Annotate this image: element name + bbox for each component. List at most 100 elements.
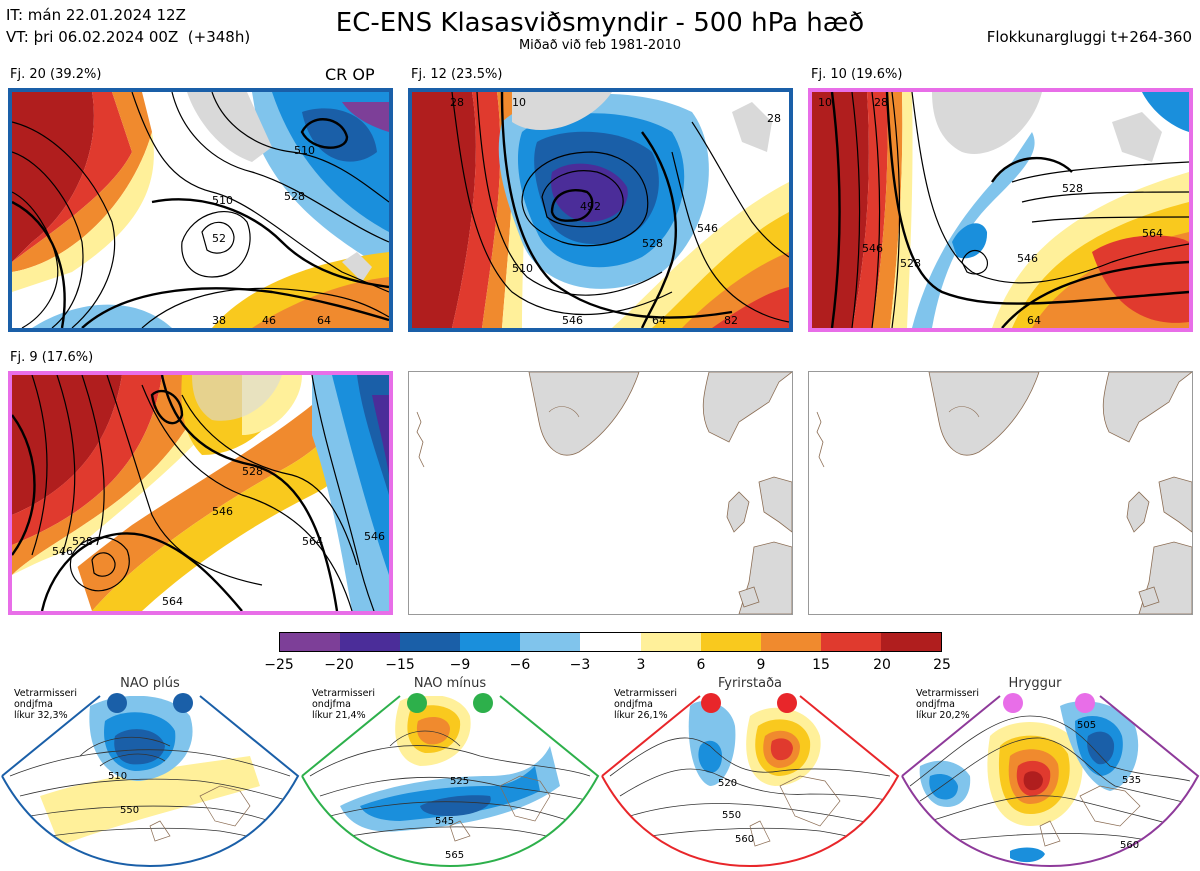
contour-label: 28 bbox=[450, 96, 464, 109]
contour-label: 64 bbox=[317, 314, 331, 327]
regime-title: Hryggur bbox=[1008, 676, 1062, 691]
panel-4-label: Fj. 9 (17.6%) bbox=[10, 350, 94, 365]
colorbar-segment bbox=[820, 633, 881, 651]
regime-stats: Vetrarmisseri ondjfma líkur 20,2% bbox=[916, 688, 979, 721]
colorbar-tick-label: 9 bbox=[756, 657, 766, 673]
contour-label: 528 bbox=[242, 465, 263, 478]
page-subtitle: Miðað við feb 1981-2010 bbox=[518, 38, 682, 53]
regime-stats: Vetrarmisseri ondjfma líkur 32,3% bbox=[14, 688, 77, 721]
panel-3-label: Fj. 10 (19.6%) bbox=[811, 67, 903, 82]
contour-label: 546 bbox=[697, 222, 718, 235]
contour-label: 528 bbox=[900, 257, 921, 270]
contour-label: 546 bbox=[364, 530, 385, 543]
cluster-map-1: 510 510 528 38 46 64 52 bbox=[8, 88, 393, 332]
contour-label: 546 bbox=[1017, 252, 1038, 265]
contour-label: 535 bbox=[1122, 775, 1141, 786]
colorbar-segment bbox=[760, 633, 821, 651]
inset-border bbox=[901, 695, 1200, 868]
contour-label: 510 bbox=[294, 144, 315, 157]
contour-label: 28 bbox=[767, 112, 781, 125]
contour-label: 28 bbox=[874, 96, 888, 109]
contour-label: 564 bbox=[1142, 227, 1163, 240]
colorbar-segment bbox=[580, 633, 641, 651]
inset-border bbox=[601, 695, 900, 868]
contour-label: 46 bbox=[262, 314, 276, 327]
regime-inset-ridge: 505 535 560 Hryggur Vetrarmisseri ondjfm… bbox=[900, 676, 1200, 871]
regime-dot bbox=[1003, 693, 1023, 713]
contour-label: 38 bbox=[212, 314, 226, 327]
regime-inset-nao-minus: 525 545 565 NAO mínus Vetrarmisseri ondj… bbox=[300, 676, 600, 871]
colorbar-tick-label: 6 bbox=[696, 657, 706, 673]
contour-label: 546 bbox=[212, 505, 233, 518]
init-time: IT: mán 22.01.2024 12Z bbox=[6, 6, 186, 24]
colorbar-segment bbox=[460, 633, 521, 651]
contour-label: 10 bbox=[818, 96, 832, 109]
header-info: IT: mán 22.01.2024 12Z VT: þri 06.02.202… bbox=[6, 4, 250, 48]
contour-label: 64 bbox=[1027, 314, 1041, 327]
colorbar-segment bbox=[640, 633, 701, 651]
colorbar-tick-label: −25 bbox=[264, 657, 294, 673]
cluster-map-4: 528 546 528 546 564 564 546 bbox=[8, 371, 393, 615]
panel-1-label: Fj. 20 (39.2%) bbox=[10, 67, 102, 82]
colorbar-tick-label: 20 bbox=[873, 657, 891, 673]
empty-map-6 bbox=[808, 371, 1193, 615]
colorbar-tick-label: 3 bbox=[636, 657, 646, 673]
regime-dot bbox=[777, 693, 797, 713]
contour-label: 550 bbox=[120, 805, 139, 816]
contour-label: 546 bbox=[862, 242, 883, 255]
valid-time: VT: þri 06.02.2024 00Z (+348h) bbox=[6, 28, 251, 46]
contour-label: 546 bbox=[52, 545, 73, 558]
regime-dot bbox=[407, 693, 427, 713]
colorbar-tick-label: −15 bbox=[385, 657, 415, 673]
regime-title: NAO plús bbox=[120, 676, 180, 691]
empty-map-5 bbox=[408, 371, 793, 615]
contour-label: 64 bbox=[652, 314, 666, 327]
contour-label: 550 bbox=[722, 810, 741, 821]
colorbar-tick-label: 25 bbox=[933, 657, 951, 673]
regime-dot bbox=[701, 693, 721, 713]
inset-border bbox=[301, 695, 600, 868]
contour-label: 560 bbox=[1120, 840, 1139, 851]
colorbar-tick-label: −20 bbox=[324, 657, 354, 673]
colorbar bbox=[279, 632, 942, 652]
contour-label: 546 bbox=[562, 314, 583, 327]
regime-dot bbox=[173, 693, 193, 713]
contour-label: 52 bbox=[212, 232, 226, 245]
contour-label: 528 bbox=[284, 190, 305, 203]
regime-title: Fyrirstaða bbox=[717, 676, 783, 691]
contour-label: 10 bbox=[512, 96, 526, 109]
classification-window: Flokkunargluggi t+264-360 bbox=[986, 28, 1192, 46]
regime-title: NAO mínus bbox=[413, 676, 487, 691]
colorbar-tick-label: −6 bbox=[509, 657, 531, 673]
regime-stats: Vetrarmisseri ondjfma líkur 21,4% bbox=[312, 688, 375, 721]
contour-label: 82 bbox=[724, 314, 738, 327]
contour-label: 545 bbox=[435, 816, 454, 827]
regime-dot bbox=[1075, 693, 1095, 713]
colorbar-tick-label: 15 bbox=[812, 657, 830, 673]
regime-stats: Vetrarmisseri ondjfma líkur 26,1% bbox=[614, 688, 677, 721]
contour-label: 560 bbox=[735, 834, 754, 845]
contour-label: 528 bbox=[642, 237, 663, 250]
contour-label: 510 bbox=[512, 262, 533, 275]
contour-label: 565 bbox=[445, 850, 464, 861]
contour-label: 564 bbox=[162, 595, 183, 608]
colorbar-tick-label: −9 bbox=[449, 657, 471, 673]
cluster-map-3: 10 28 528 546 564 546 528 64 bbox=[808, 88, 1193, 332]
contour-label: 492 bbox=[580, 200, 601, 213]
colorbar-segment bbox=[400, 633, 461, 651]
contour-label: 525 bbox=[450, 776, 469, 787]
contour-label: 510 bbox=[108, 771, 127, 782]
colorbar-segment bbox=[340, 633, 401, 651]
colorbar-segment bbox=[880, 633, 942, 651]
regime-dot bbox=[473, 693, 493, 713]
regime-dot bbox=[107, 693, 127, 713]
page-title: EC-ENS Klasasviðsmyndir - 500 hPa hæð bbox=[335, 8, 865, 38]
contour-label: 564 bbox=[302, 535, 323, 548]
contour-label: 505 bbox=[1077, 720, 1096, 731]
regime-inset-nao-plus: 510 550 NAO plús Vetrarmisseri ondjfma l… bbox=[0, 676, 300, 871]
contour-label: 510 bbox=[212, 194, 233, 207]
panel-2-label: Fj. 12 (23.5%) bbox=[411, 67, 503, 82]
contour-label: 528 bbox=[72, 535, 93, 548]
colorbar-segment bbox=[700, 633, 761, 651]
colorbar-tick-label: −3 bbox=[569, 657, 591, 673]
